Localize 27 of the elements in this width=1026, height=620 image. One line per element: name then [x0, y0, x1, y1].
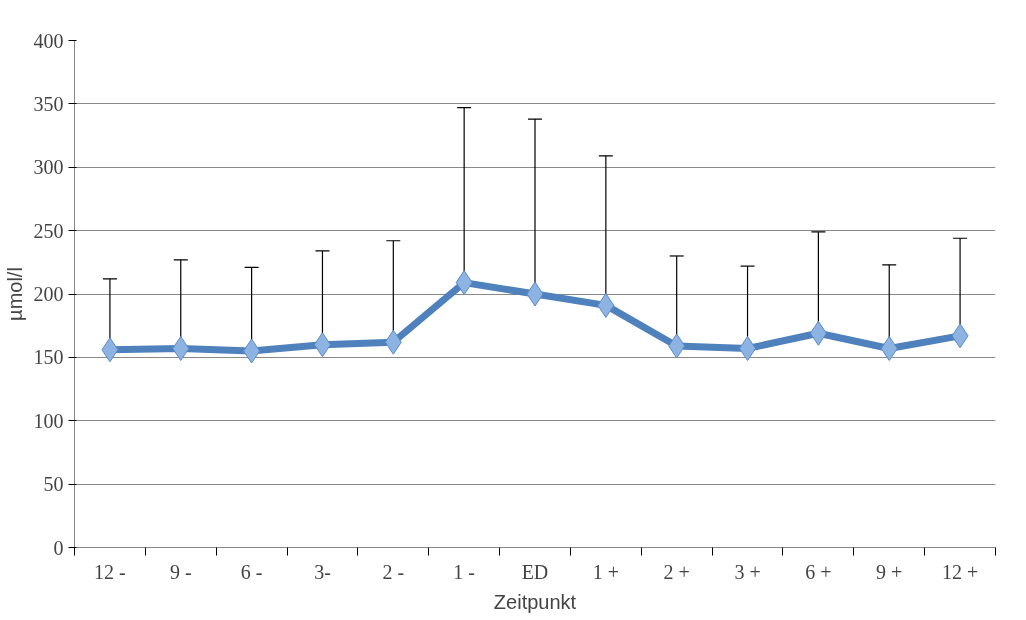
point	[172, 336, 190, 361]
y-tick-label: 300	[33, 156, 64, 179]
x-tick-label: ED	[521, 560, 549, 583]
point	[880, 336, 898, 361]
x-tick-label: 3 +	[734, 560, 761, 583]
y-tick-label: 50	[43, 473, 64, 496]
x-tick-label: 9 +	[876, 560, 903, 583]
point	[739, 336, 757, 361]
y-tick-label: 350	[33, 92, 64, 115]
y-tick-label: 150	[33, 346, 64, 369]
x-axis-title: Zeitpunkt	[493, 590, 577, 613]
x-tick-label: 2 +	[663, 560, 690, 583]
x-tick-label: 12 +	[941, 560, 979, 583]
x-tick-label: 3-	[314, 560, 331, 583]
x-tick-label: 12 -	[94, 560, 126, 583]
y-tick-label: 200	[33, 283, 64, 305]
y-axis-title: µmol/l	[3, 267, 26, 321]
x-tick-label: 6 +	[805, 560, 832, 583]
x-tick-label: 2 -	[382, 560, 405, 583]
x-tick-label: 9 -	[169, 560, 192, 583]
y-tick-label: 400	[33, 29, 64, 52]
x-tick-label: 6 -	[240, 560, 263, 583]
x-tick-label: 1 -	[453, 560, 475, 583]
x-tick-label: 1 +	[592, 560, 619, 583]
y-tick-label: 0	[53, 536, 64, 559]
y-tick-label: 250	[33, 219, 64, 242]
y-tick-label: 100	[33, 409, 64, 432]
